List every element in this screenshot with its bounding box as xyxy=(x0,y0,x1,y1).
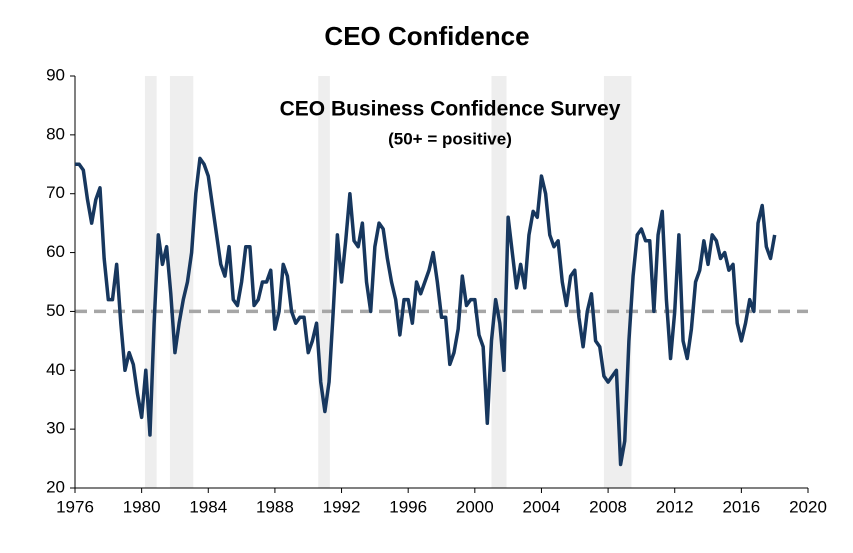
x-tick-label: 2000 xyxy=(456,497,494,516)
x-tick-label: 2004 xyxy=(523,497,561,516)
x-tick-label: 2020 xyxy=(789,497,827,516)
chart-title: CEO Confidence xyxy=(324,21,529,51)
x-tick-label: 1984 xyxy=(189,497,227,516)
recession-band xyxy=(491,76,507,488)
annotation: CEO Business Confidence Survey xyxy=(280,98,621,121)
recession-band xyxy=(144,76,157,488)
y-tick-label: 50 xyxy=(46,301,65,320)
y-tick-label: 90 xyxy=(46,65,65,84)
annotation-sub: (50+ = positive) xyxy=(388,129,512,148)
x-tick-label: 1976 xyxy=(56,497,94,516)
y-tick-label: 60 xyxy=(46,242,65,261)
y-tick-label: 30 xyxy=(46,419,65,438)
recession-band xyxy=(318,76,330,488)
y-tick-label: 20 xyxy=(46,477,65,496)
x-tick-label: 1992 xyxy=(323,497,361,516)
data-line xyxy=(75,156,777,467)
y-tick-label: 40 xyxy=(46,360,65,379)
y-tick-label: 80 xyxy=(46,124,65,143)
x-tick-label: 2016 xyxy=(722,497,760,516)
x-tick-label: 1988 xyxy=(256,497,294,516)
recession-band xyxy=(169,76,194,488)
x-tick-label: 2008 xyxy=(589,497,627,516)
x-tick-label: 1980 xyxy=(123,497,161,516)
x-tick-label: 1996 xyxy=(389,497,427,516)
y-tick-label: 70 xyxy=(46,183,65,202)
x-tick-label: 2012 xyxy=(656,497,694,516)
